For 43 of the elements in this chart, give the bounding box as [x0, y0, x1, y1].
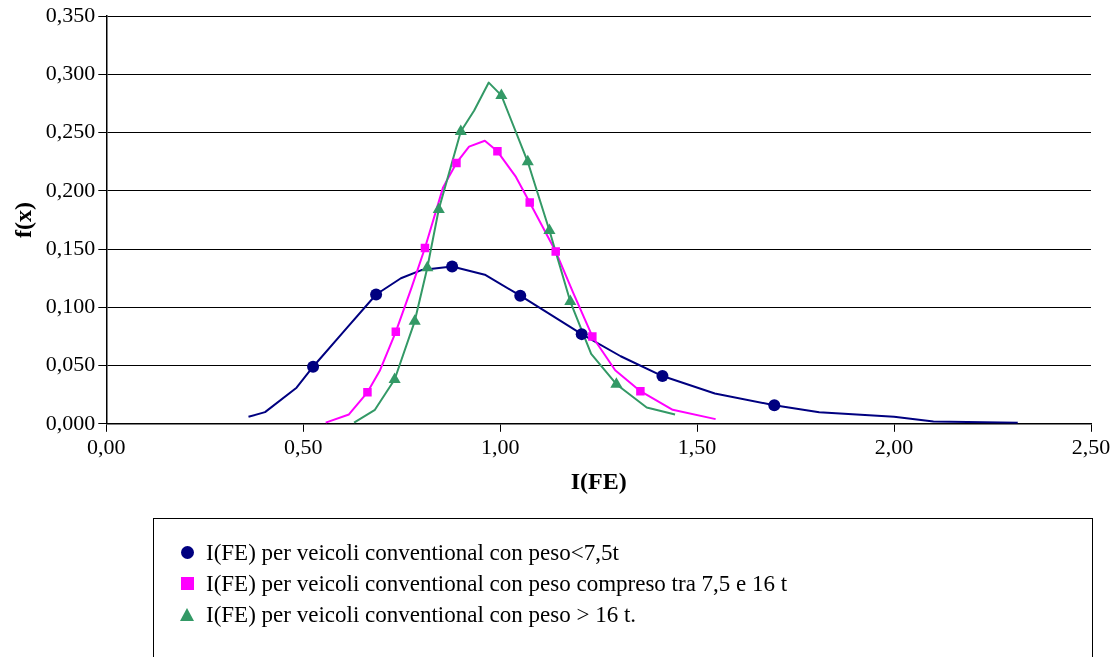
x-tick-label: 0,00: [87, 433, 126, 459]
point: [495, 88, 508, 99]
point: [564, 294, 577, 306]
point: [768, 399, 781, 412]
point: [656, 370, 669, 383]
x-tick-label: 1,50: [677, 433, 717, 459]
point: [452, 158, 461, 168]
point: [543, 223, 556, 234]
point: [432, 202, 445, 214]
x-tick-label: 2,50: [1071, 433, 1111, 459]
point: [588, 332, 597, 341]
point: [493, 147, 502, 156]
point: [551, 247, 560, 256]
point: [446, 260, 459, 273]
x-tick-label: 1,00: [480, 433, 520, 459]
point: [454, 124, 467, 135]
point: [610, 377, 623, 388]
point: [525, 198, 534, 207]
point: [370, 288, 383, 301]
legend-label: I(FE) per veicoli conventional con peso<7,5t: [206, 539, 619, 566]
y-tick-label: 0,250: [45, 118, 96, 144]
x-tick-label: 2,00: [874, 433, 914, 459]
point: [575, 328, 588, 341]
y-tick-label: 0,100: [45, 293, 96, 319]
y-tick-label: 0,200: [45, 176, 96, 202]
y-tick-label: 0,000: [45, 409, 96, 435]
point: [421, 260, 434, 272]
y-axis-title: f(x): [9, 202, 36, 238]
y-tick-label: 0,050: [45, 351, 96, 377]
point: [307, 360, 320, 373]
y-tick-label: 0,350: [45, 1, 96, 27]
point: [408, 314, 421, 325]
point: [514, 289, 527, 302]
point: [636, 386, 645, 396]
y-tick-label: 0,300: [45, 60, 96, 86]
point: [521, 154, 534, 166]
x-tick-label: 0,50: [283, 433, 323, 459]
legend-label: I(FE) per veicoli conventional con peso compreso tra 7,5 e 16 t: [206, 570, 788, 597]
legend-label: I(FE) per veicoli conventional con peso > 16 t.: [206, 601, 637, 628]
point: [363, 388, 372, 397]
x-axis-title: I(FE): [570, 467, 627, 494]
point: [388, 372, 401, 384]
y-tick-label: 0,150: [45, 234, 96, 260]
